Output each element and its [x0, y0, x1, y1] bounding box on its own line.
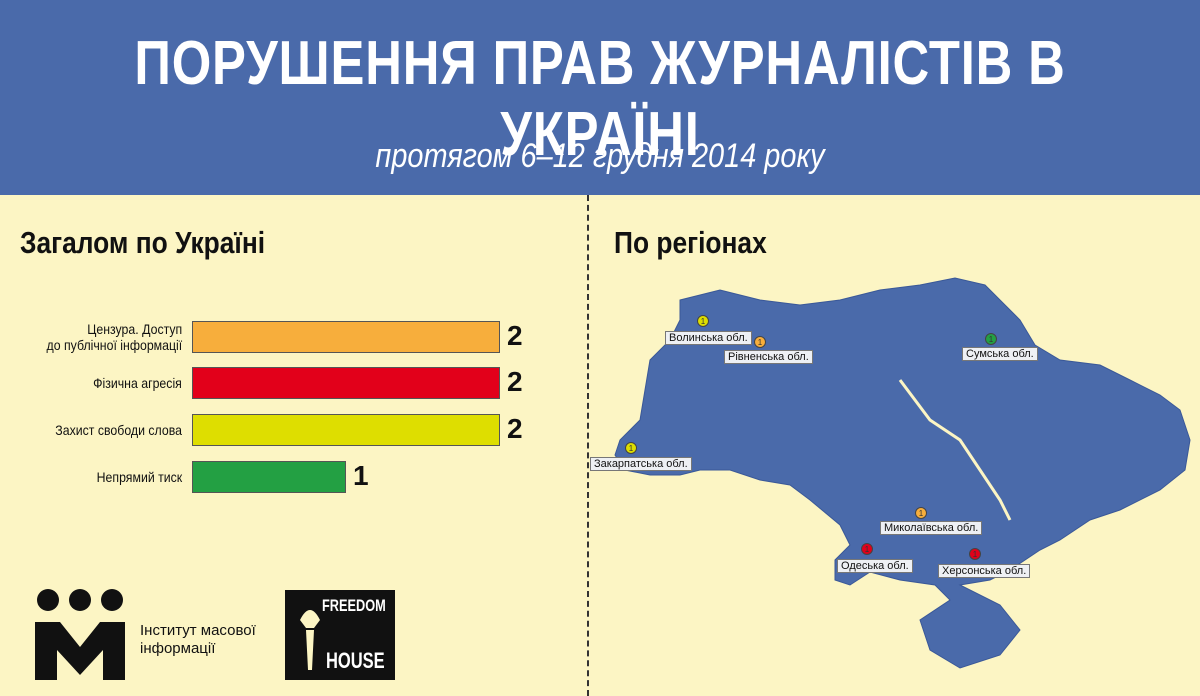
dnipro-river: [898, 379, 1012, 521]
category-label: Цензура. Доступ до публічної інформації: [46, 321, 182, 353]
imi-logo: [35, 589, 125, 680]
bar: [192, 321, 500, 353]
region-marker: 1: [915, 507, 927, 519]
region-label: Херсонська обл.: [938, 564, 1031, 578]
region-marker: 1: [969, 548, 981, 560]
title: ПОРУШЕННЯ ПРАВ ЖУРНАЛІСТІВ В УКРАЇНІ: [134, 29, 1066, 169]
value-label: 2: [507, 366, 523, 397]
region-marker: 1: [754, 336, 766, 348]
category-label: Непрямий тиск: [96, 469, 182, 485]
freedom-house-text: HOUSE: [326, 648, 385, 673]
freedom-house-text: FREEDOM: [322, 596, 386, 615]
region-label: Рівненська обл.: [724, 350, 813, 364]
imi-text: Інститут масової інформації: [140, 622, 256, 657]
header: ПОРУШЕННЯ ПРАВ ЖУРНАЛІСТІВ В УКРАЇНІ про…: [0, 0, 1200, 195]
bar: [192, 461, 346, 493]
ukraine-map: [614, 277, 1191, 669]
freedom-house-logo: [285, 590, 395, 680]
chart-title: Загалом по Україні: [20, 225, 266, 260]
subtitle: протягом 6–12 грудня 2014 року: [375, 137, 825, 175]
region-label: Закарпатська обл.: [590, 457, 692, 471]
divider: [587, 195, 589, 696]
bar: [192, 414, 500, 446]
map-title: По регіонах: [614, 225, 767, 260]
region-label: Сумська обл.: [962, 347, 1038, 361]
value-label: 2: [507, 413, 523, 444]
region-marker: 1: [625, 442, 637, 454]
value-label: 2: [507, 320, 523, 351]
value-label: 1: [353, 460, 369, 491]
category-label: Фізична агресія: [93, 375, 182, 391]
region-marker: 1: [861, 543, 873, 555]
bar: [192, 367, 500, 399]
region-label: Волинська обл.: [665, 331, 752, 345]
category-label: Захист свободи слова: [55, 422, 182, 438]
region-marker: 1: [985, 333, 997, 345]
region-label: Миколаївська обл.: [880, 521, 983, 535]
region-label: Одеська обл.: [837, 559, 913, 573]
region-marker: 1: [697, 315, 709, 327]
torch: [300, 610, 320, 670]
